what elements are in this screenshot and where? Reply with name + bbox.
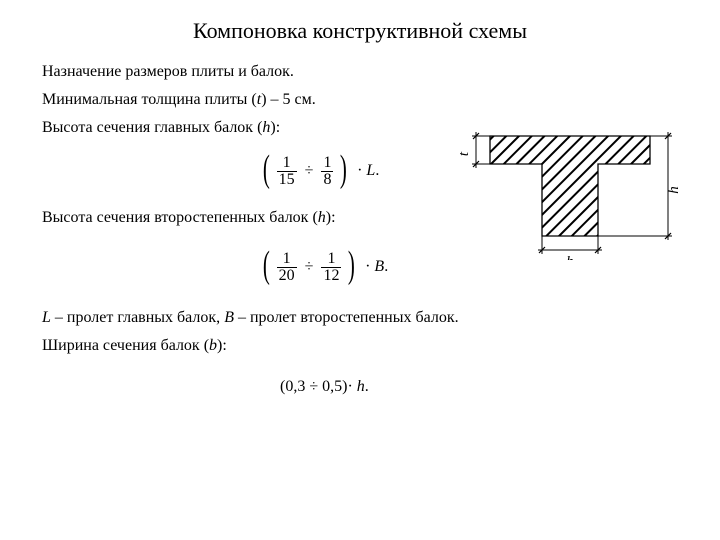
paren-left: ( [263, 246, 270, 284]
formula-3: (0,3 ÷ 0,5)· h. [280, 378, 369, 396]
svg-text:t: t [460, 151, 472, 156]
dot: · [357, 162, 362, 179]
var-h: h [357, 378, 365, 395]
formula-1: ( 1 15 ÷ 1 8 ) · L. [260, 152, 379, 190]
p4-var-h: h [318, 209, 326, 226]
paragraph-6: Ширина сечения балок (b): [42, 336, 227, 355]
paren-right: ) [340, 150, 347, 188]
divide-sign: ÷ [301, 162, 318, 180]
page-title: Компоновка конструктивной схемы [0, 18, 720, 44]
paragraph-5: L – пролет главных балок, B – пролет вто… [42, 308, 459, 327]
p6-var-b: b [209, 337, 217, 354]
formula-tail: · B. [362, 258, 388, 276]
dot: · [365, 258, 370, 275]
num: 1 [277, 155, 297, 171]
p2-text-a: Минимальная толщина плиты ( [42, 91, 257, 108]
paragraph-3: Высота сечения главных балок (h): [42, 118, 280, 137]
den: 8 [321, 171, 333, 188]
t-section-diagram: t h b [460, 130, 680, 260]
frac-1-12: 1 12 [321, 251, 341, 284]
dot: · [347, 378, 352, 395]
paren-left: ( [263, 150, 270, 188]
period: . [375, 162, 379, 179]
paren-right: ) [348, 246, 355, 284]
num: 1 [277, 251, 297, 267]
val-b: 0,5 [322, 378, 342, 395]
p5-text-b: – пролет второстепенных балок. [234, 309, 459, 326]
frac-1-8: 1 8 [321, 155, 333, 188]
p6-text-a: Ширина сечения балок ( [42, 337, 209, 354]
formula-2: ( 1 20 ÷ 1 12 ) · B. [260, 248, 388, 286]
p4-text-a: Высота сечения второстепенных балок ( [42, 209, 318, 226]
paragraph-4: Высота сечения второстепенных балок (h): [42, 208, 336, 227]
den: 15 [277, 171, 297, 188]
svg-text:h: h [666, 186, 680, 194]
divide-sign: ÷ [301, 258, 318, 276]
paragraph-1: Назначение размеров плиты и балок. [42, 62, 294, 81]
paragraph-2: Минимальная толщина плиты (t) – 5 см. [42, 90, 316, 109]
p5-var-B: B [224, 309, 234, 326]
val-a: 0,3 [285, 378, 305, 395]
p3-text-b: ): [270, 119, 280, 136]
num: 1 [321, 155, 333, 171]
p4-text-b: ): [326, 209, 336, 226]
svg-text:b: b [566, 254, 574, 260]
frac-1-15: 1 15 [277, 155, 297, 188]
p5-var-L: L [42, 309, 51, 326]
den: 12 [321, 267, 341, 284]
p6-text-b: ): [217, 337, 227, 354]
p3-text-a: Высота сечения главных балок ( [42, 119, 262, 136]
formula-tail: · L. [354, 162, 379, 180]
den: 20 [277, 267, 297, 284]
var-B: B [374, 258, 384, 275]
p2-text-b: ) – 5 см. [261, 91, 316, 108]
p5-text-a: – пролет главных балок, [51, 309, 224, 326]
divide-sign: ÷ [309, 378, 318, 395]
period: . [384, 258, 388, 275]
var-L: L [366, 162, 375, 179]
num: 1 [321, 251, 341, 267]
period: . [365, 378, 369, 395]
frac-1-20: 1 20 [277, 251, 297, 284]
